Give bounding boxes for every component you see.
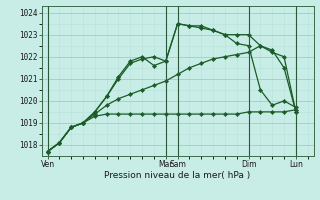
X-axis label: Pression niveau de la mer( hPa ): Pression niveau de la mer( hPa ) bbox=[104, 171, 251, 180]
